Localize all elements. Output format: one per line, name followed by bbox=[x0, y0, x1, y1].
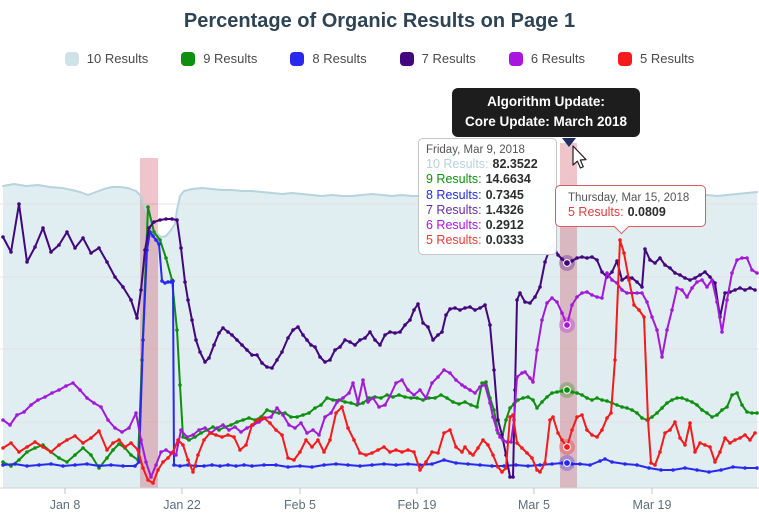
legend-swatch-6-results bbox=[508, 51, 523, 66]
annotation-pin-icon bbox=[562, 138, 576, 147]
flag-tooltip-date: Thursday, Mar 15, 2018 bbox=[568, 192, 690, 204]
svg-text:Mar 5: Mar 5 bbox=[518, 498, 550, 512]
legend-item-6-results[interactable]: 6 Results bbox=[508, 51, 585, 66]
legend-swatch-9-results bbox=[181, 51, 196, 66]
tooltip-row-6-results: 6 Results: 0.2912 bbox=[426, 218, 524, 233]
legend: 10 Results 9 Results 8 Results 7 Results… bbox=[0, 51, 759, 66]
hover-tooltip: Friday, Mar 9, 2018 10 Results: 82.3522 9… bbox=[418, 138, 557, 255]
legend-item-10-results[interactable]: 10 Results bbox=[64, 51, 148, 66]
svg-text:Mar 19: Mar 19 bbox=[633, 498, 672, 512]
legend-swatch-10-results bbox=[64, 51, 79, 66]
legend-swatch-7-results bbox=[399, 51, 414, 66]
svg-text:Jan 8: Jan 8 bbox=[50, 498, 81, 512]
flag-tooltip: Thursday, Mar 15, 2018 5 Results: 0.0809 bbox=[555, 185, 706, 235]
annotation-tooltip: Algorithm Update: Core Update: March 201… bbox=[452, 88, 640, 137]
tooltip-row-8-results: 8 Results: 0.7345 bbox=[426, 187, 524, 202]
tooltip-row-7-results: 7 Results: 1.4326 bbox=[426, 202, 524, 217]
annotation-line2: Core Update: March 2018 bbox=[464, 114, 628, 129]
svg-text:Feb 19: Feb 19 bbox=[398, 498, 437, 512]
tooltip-row-10-results: 10 Results: 82.3522 bbox=[426, 157, 538, 171]
legend-swatch-5-results bbox=[618, 51, 633, 66]
tooltip-date: Friday, Mar 9, 2018 bbox=[426, 144, 525, 156]
tooltip-row-9-results: 9 Results: 14.6634 bbox=[426, 172, 531, 187]
mouse-cursor-icon bbox=[572, 145, 587, 169]
flag-tooltip-row: 5 Results: 0.0809 bbox=[568, 205, 666, 219]
legend-item-5-results[interactable]: 5 Results bbox=[618, 51, 694, 66]
chart-title: Percentage of Organic Results on Page 1 bbox=[183, 10, 576, 32]
legend-item-8-results[interactable]: 8 Results bbox=[290, 51, 367, 66]
annotation-line1: Algorithm Update: bbox=[487, 94, 605, 109]
legend-swatch-8-results bbox=[290, 51, 305, 66]
svg-text:Feb 5: Feb 5 bbox=[284, 498, 316, 512]
tooltip-row-5-results: 5 Results: 0.0333 bbox=[426, 233, 524, 248]
legend-item-9-results[interactable]: 9 Results bbox=[181, 51, 257, 66]
svg-text:Jan 22: Jan 22 bbox=[163, 498, 201, 512]
legend-item-7-results[interactable]: 7 Results bbox=[399, 51, 476, 66]
